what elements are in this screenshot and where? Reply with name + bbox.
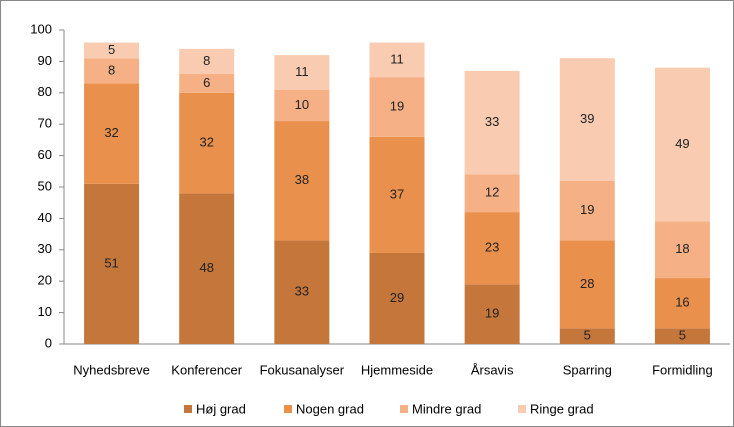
data-label: 39 bbox=[580, 111, 594, 126]
legend-label: Nogen grad bbox=[296, 401, 364, 416]
x-tick-label: Nyhedsbreve bbox=[73, 362, 150, 377]
data-label: 29 bbox=[390, 290, 404, 305]
legend-swatch bbox=[400, 405, 408, 413]
bar-segment bbox=[84, 42, 140, 59]
bar-segment bbox=[369, 252, 425, 344]
data-label: 18 bbox=[675, 241, 689, 256]
data-label: 38 bbox=[295, 172, 309, 187]
data-label: 19 bbox=[485, 306, 499, 321]
data-label: 19 bbox=[390, 98, 404, 113]
data-label: 12 bbox=[485, 185, 499, 200]
data-label: 19 bbox=[580, 202, 594, 217]
data-label: 23 bbox=[485, 240, 499, 255]
bar-segment bbox=[369, 42, 425, 78]
bar-segment bbox=[84, 183, 140, 344]
bar-segment bbox=[559, 180, 615, 241]
data-label: 49 bbox=[675, 136, 689, 151]
bar-segment bbox=[369, 77, 425, 137]
data-label: 33 bbox=[485, 114, 499, 129]
x-tick-label: Formidling bbox=[652, 362, 713, 377]
x-tick-label: Sparring bbox=[563, 362, 612, 377]
data-label: 6 bbox=[203, 75, 210, 90]
legend-label: Høj grad bbox=[196, 401, 246, 416]
data-label: 28 bbox=[580, 276, 594, 291]
y-tick-label: 90 bbox=[38, 53, 52, 68]
data-label: 8 bbox=[203, 53, 210, 68]
y-tick-label: 60 bbox=[38, 147, 52, 162]
bar-segment bbox=[464, 174, 520, 213]
bar-segment bbox=[179, 92, 235, 194]
legend-swatch bbox=[184, 405, 192, 413]
x-tick-label: Hjemmeside bbox=[361, 362, 433, 377]
bar-segment bbox=[369, 136, 425, 253]
data-label: 33 bbox=[295, 284, 309, 299]
y-tick-label: 20 bbox=[38, 273, 52, 288]
x-tick-label: Konferencer bbox=[171, 362, 242, 377]
bar-segment bbox=[654, 328, 710, 344]
y-tick-label: 100 bbox=[30, 21, 52, 36]
y-tick-label: 40 bbox=[38, 210, 52, 225]
bar-segment bbox=[274, 55, 330, 90]
bar-segment bbox=[559, 58, 615, 181]
data-label: 8 bbox=[108, 62, 115, 77]
x-tick-label: Årsavis bbox=[471, 362, 514, 377]
data-label: 37 bbox=[390, 186, 404, 201]
data-label: 48 bbox=[199, 260, 213, 275]
legend-swatch bbox=[518, 405, 526, 413]
bar-segment bbox=[179, 48, 235, 74]
bar-segment bbox=[464, 70, 520, 175]
bar-segment bbox=[559, 328, 615, 344]
bar-segment bbox=[654, 67, 710, 222]
bar-segment bbox=[84, 83, 140, 184]
y-tick-label: 50 bbox=[38, 178, 52, 193]
bar-segment bbox=[274, 121, 330, 241]
bar-segment bbox=[179, 73, 235, 93]
legend-label: Ringe grad bbox=[530, 401, 594, 416]
bar-segment bbox=[654, 221, 710, 279]
bar-segment bbox=[84, 58, 140, 84]
bar-segment bbox=[179, 193, 235, 344]
bar-segment bbox=[274, 89, 330, 122]
y-tick-label: 0 bbox=[45, 335, 52, 350]
legend-label: Mindre grad bbox=[412, 401, 481, 416]
data-label: 5 bbox=[584, 328, 591, 343]
data-label: 32 bbox=[199, 134, 213, 149]
data-label: 51 bbox=[104, 255, 118, 270]
data-label: 10 bbox=[295, 97, 309, 112]
bar-segment bbox=[274, 240, 330, 344]
data-label: 11 bbox=[390, 51, 404, 66]
y-tick-label: 10 bbox=[38, 304, 52, 319]
bar-segment bbox=[654, 278, 710, 329]
bar-segment bbox=[559, 240, 615, 329]
bar-segment bbox=[464, 284, 520, 344]
data-label: 16 bbox=[675, 295, 689, 310]
data-label: 32 bbox=[104, 125, 118, 140]
data-label: 5 bbox=[679, 328, 686, 343]
legend-swatch bbox=[284, 405, 292, 413]
y-tick-label: 70 bbox=[38, 116, 52, 131]
data-label: 5 bbox=[108, 42, 115, 57]
y-tick-label: 80 bbox=[38, 84, 52, 99]
y-tick-label: 30 bbox=[38, 241, 52, 256]
data-label: 11 bbox=[295, 64, 309, 79]
x-tick-label: Fokusanalyser bbox=[260, 362, 345, 377]
bar-segment bbox=[464, 212, 520, 285]
